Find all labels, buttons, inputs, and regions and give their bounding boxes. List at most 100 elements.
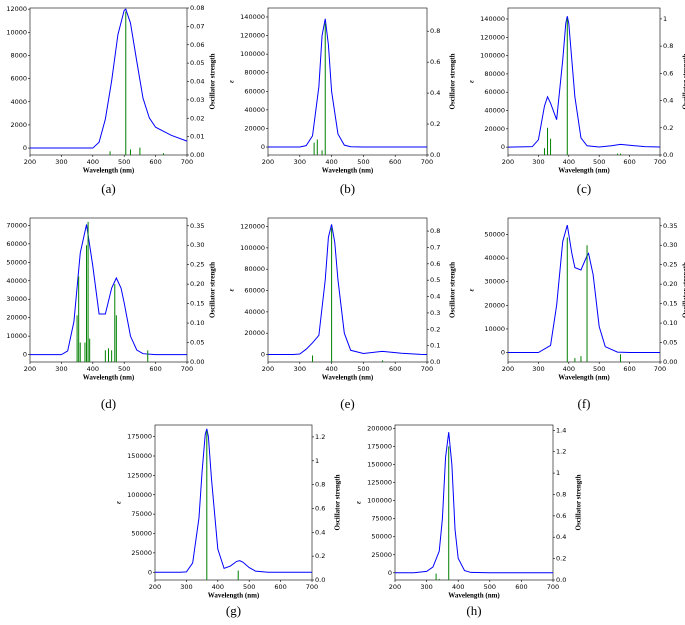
x-tick-label: 400 [563, 158, 575, 166]
y-tick-label: 40000 [6, 277, 27, 285]
x-tick-label: 200 [24, 158, 36, 166]
y-tick-label: 70000 [6, 221, 27, 229]
y2-tick-label: 0.0 [430, 358, 440, 366]
absorption-curve [507, 16, 661, 148]
y2-tick-label: 0.6 [315, 504, 325, 512]
y-tick-label: 100000 [480, 52, 505, 60]
x-tick-label: 600 [623, 158, 635, 166]
plot-frame [394, 424, 554, 581]
x-tick-label: 600 [274, 583, 286, 591]
x-tick-label: 700 [654, 158, 666, 166]
y-tick-label: 0 [148, 568, 152, 576]
y2-tick-label: 0.00 [190, 151, 204, 159]
y2-tick-label: 0.02 [190, 114, 204, 122]
x-tick-label: 500 [593, 158, 605, 166]
y2-tick-label: 0.8 [663, 42, 673, 50]
x-tick-label: 500 [593, 365, 605, 373]
x-tick-label: 200 [389, 583, 401, 591]
y-axis-label: ε [468, 288, 476, 291]
y-axis-label: ε [355, 501, 363, 504]
y-axis-label: ε [228, 288, 236, 291]
y2-tick-label: 0.35 [663, 222, 677, 230]
x-tick-label: 200 [149, 583, 161, 591]
y-tick-label: 10000 [6, 332, 27, 340]
x-tick-label: 600 [149, 158, 161, 166]
panel-caption: (f) [578, 396, 591, 411]
x-tick-label: 700 [421, 158, 433, 166]
y2-tick-label: 0.00 [190, 358, 204, 366]
panel-caption: (e) [340, 396, 354, 411]
x-axis-label: Wavelength (nm) [208, 592, 260, 600]
plot-frame [507, 217, 661, 363]
y2-tick-label: 0.4 [556, 533, 566, 541]
panel-caption: (g) [226, 603, 241, 618]
absorption-curve [268, 18, 427, 148]
y2-tick-label: 0.4 [430, 89, 440, 97]
x-axis-label: Wavelength (nm) [448, 592, 500, 600]
panel-caption: (c) [577, 181, 591, 196]
x-axis-label: Wavelength (nm) [558, 167, 610, 175]
x-tick-label: 400 [452, 583, 464, 591]
y2-axis-label: Oscillator strength [334, 474, 342, 530]
x-tick-label: 300 [180, 583, 192, 591]
x-tick-label: 400 [87, 365, 99, 373]
y2-tick-label: 0.6 [430, 58, 440, 66]
panel: 200 300 400 500 600 700 0 20000 40000 60000 80000 1… [228, 7, 457, 196]
x-tick-label: 700 [654, 365, 666, 373]
plot-frame [154, 424, 313, 581]
x-tick-label: 600 [149, 365, 161, 373]
panel: 200 300 400 500 600 700 0 20000 40000 60000 80000 1… [468, 7, 685, 196]
y2-tick-label: 1 [556, 469, 560, 477]
y-tick-label: 25000 [131, 549, 152, 557]
x-tick-label: 400 [563, 365, 575, 373]
x-tick-label: 700 [547, 583, 559, 591]
x-tick-label: 400 [87, 158, 99, 166]
y2-tick-label: 0.8 [430, 27, 440, 35]
y2-tick-label: 0.30 [190, 241, 204, 249]
y-tick-label: 60000 [484, 88, 505, 96]
y-tick-label: 60000 [244, 87, 265, 95]
panel-caption: (a) [101, 181, 115, 196]
y-tick-label: 100000 [240, 244, 265, 252]
y2-tick-label: 0.10 [190, 319, 204, 327]
y-tick-label: 140000 [240, 13, 265, 21]
y-tick-label: 120000 [240, 32, 265, 40]
y-tick-label: 175000 [127, 433, 152, 441]
x-tick-label: 300 [420, 583, 432, 591]
y2-tick-label: 0.8 [430, 227, 440, 235]
y-tick-label: 50000 [131, 530, 152, 538]
x-tick-label: 400 [325, 158, 337, 166]
y-axis-label: ε [115, 501, 123, 504]
x-tick-label: 500 [357, 365, 369, 373]
y2-tick-label: 0.20 [663, 280, 677, 288]
x-axis-label: Wavelength (nm) [322, 167, 374, 175]
panel-caption: (h) [466, 603, 481, 618]
x-axis-label: Wavelength (nm) [83, 374, 135, 382]
y2-axis-label: Oscillator strength [449, 262, 457, 318]
y2-tick-label: 0.5 [430, 276, 440, 284]
plot-frame [267, 217, 428, 363]
panel: 200 300 400 500 600 700 0 10000 20000 30000 40000 5… [468, 217, 685, 411]
y-axis-label: ε [228, 80, 236, 83]
y-tick-label: 50000 [6, 258, 27, 266]
y2-tick-label: 1.2 [315, 433, 325, 441]
y-tick-label: 120000 [480, 33, 505, 41]
x-axis-label: Wavelength (nm) [322, 374, 374, 382]
y-tick-label: 50000 [484, 231, 505, 239]
y2-tick-label: 0.06 [190, 41, 204, 49]
y-tick-label: 60000 [244, 287, 265, 295]
x-tick-label: 400 [212, 583, 224, 591]
y2-tick-label: 0.4 [430, 293, 440, 301]
y2-tick-label: 0.01 [190, 133, 204, 141]
x-tick-label: 200 [502, 158, 514, 166]
y-tick-label: 125000 [127, 471, 152, 479]
y2-tick-label: 0.2 [315, 552, 325, 560]
y2-tick-label: 0.03 [190, 96, 204, 104]
y2-tick-label: 0.25 [190, 261, 204, 269]
x-tick-label: 300 [55, 365, 67, 373]
y-tick-label: 200000 [367, 425, 392, 433]
y-tick-label: 20000 [484, 301, 505, 309]
y-tick-label: 0 [261, 351, 265, 359]
x-tick-label: 400 [325, 365, 337, 373]
